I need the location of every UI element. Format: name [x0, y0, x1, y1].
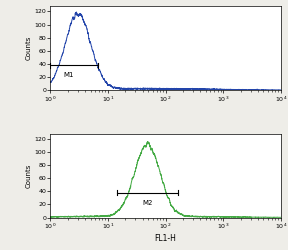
Text: M1: M1	[63, 72, 74, 78]
Y-axis label: Counts: Counts	[26, 164, 32, 188]
Text: M2: M2	[142, 200, 153, 206]
Y-axis label: Counts: Counts	[26, 36, 32, 60]
X-axis label: FL1-H: FL1-H	[155, 234, 177, 243]
